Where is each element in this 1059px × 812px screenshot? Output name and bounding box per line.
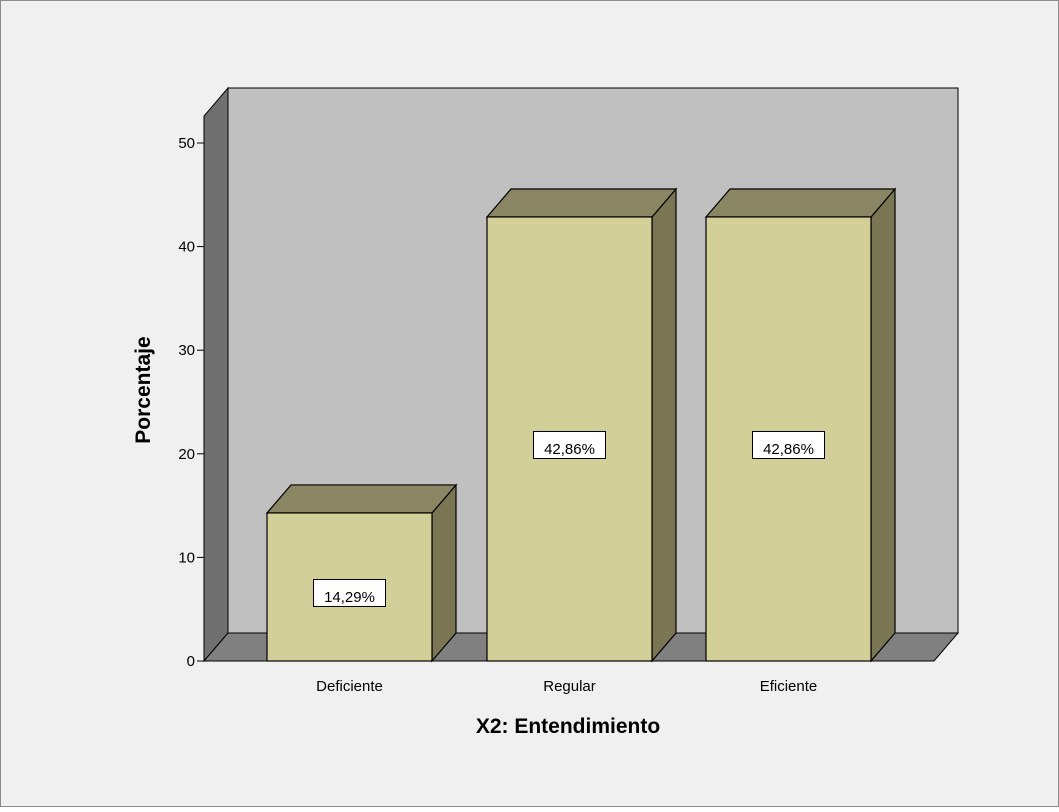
data-label: 14,29% xyxy=(324,589,375,606)
bar-side xyxy=(870,187,896,663)
y-tick-label: 40 xyxy=(178,239,195,256)
y-tick-label: 30 xyxy=(178,342,195,359)
data-label: 42,86% xyxy=(763,441,814,458)
y-axis: 0 10 20 30 40 50 xyxy=(178,135,204,670)
bar-top xyxy=(485,188,678,218)
y-tick-label: 20 xyxy=(178,446,195,463)
y-tick-label: 0 xyxy=(187,653,195,670)
bars: 14,29% 42,86% 42,86% xyxy=(265,187,897,663)
x-axis-title: X2: Entendimiento xyxy=(476,715,660,738)
y-axis-title: Porcentaje xyxy=(132,336,155,443)
x-tick-label: Deficiente xyxy=(316,678,383,695)
x-tick-label: Regular xyxy=(543,678,596,695)
y-tick-label: 50 xyxy=(178,135,195,152)
side-wall xyxy=(203,86,229,663)
data-label-box xyxy=(752,430,825,459)
bar-top xyxy=(265,484,458,514)
bar-eficiente: 42,86% xyxy=(704,187,897,663)
bar-side xyxy=(431,483,457,663)
x-tick-label: Eficiente xyxy=(760,678,818,695)
bar-deficiente: 14,29% xyxy=(265,483,458,663)
data-label-box xyxy=(533,430,606,459)
bar-side xyxy=(651,187,677,663)
bar-regular: 42,86% xyxy=(485,187,678,663)
data-label: 42,86% xyxy=(544,441,595,458)
y-tick-label: 10 xyxy=(178,549,195,566)
data-label-box xyxy=(313,578,386,607)
bar-top xyxy=(704,188,897,218)
x-axis: Deficiente Regular Eficiente xyxy=(316,678,817,695)
